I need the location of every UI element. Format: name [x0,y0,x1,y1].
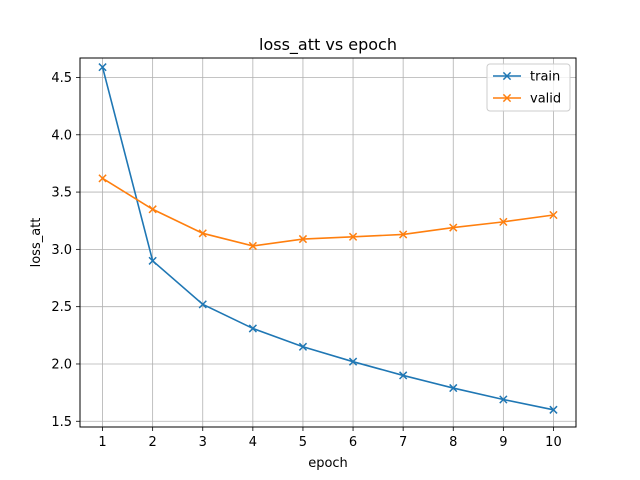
data-point-train [198,300,207,309]
ticks: 1 2 3 4 5 6 7 8 9 10 1.5 2.0 2.5 3.0 3.5 4.0 4.5 [51,71,561,450]
chart-title: loss_att vs epoch [259,35,397,55]
data-point-valid [198,229,207,238]
x-tick-label: 10 [545,435,562,450]
data-point-train [549,405,558,414]
plot-frame [79,57,577,428]
series-layer [98,63,558,414]
x-tick-label: 8 [449,435,457,450]
y-tick-label: 4.0 [51,128,72,143]
legend-marker-train [502,71,512,81]
x-tick-label: 9 [499,435,507,450]
grid [80,58,576,427]
series-line-valid [102,177,554,247]
legend-label-train: train [530,70,560,85]
data-point-valid [449,223,458,232]
y-tick-label: 4.5 [51,71,72,86]
data-point-train [148,256,157,265]
x-tick-label: 6 [349,435,357,450]
legend-label-valid: valid [530,92,561,107]
x-tick-label: 2 [149,435,157,450]
data-point-train [399,371,408,380]
x-tick-label: 1 [98,435,106,450]
y-tick-label: 2.0 [51,357,72,372]
data-point-valid [348,232,358,241]
data-point-valid [148,205,157,214]
y-tick-label: 3.5 [51,186,72,201]
data-point-train [298,342,308,351]
x-tick-label: 7 [399,435,407,450]
x-tick-label: 3 [199,435,207,450]
data-point-train [449,383,458,393]
y-tick-label: 1.5 [51,415,72,430]
data-point-valid [499,217,508,227]
x-tick-label: 4 [249,435,257,450]
x-axis-label: epoch [308,456,348,471]
legend-marker-valid [502,93,512,103]
data-point-train [499,395,508,404]
data-point-valid [298,234,308,244]
x-tick-label: 5 [299,435,307,450]
y-axis-label: loss_att [29,218,44,268]
data-point-train [98,63,107,72]
data-point-valid [549,210,558,220]
data-point-train [348,357,358,366]
y-tick-label: 3.0 [51,243,72,258]
data-point-train [248,324,257,333]
y-tick-label: 2.5 [51,300,72,315]
legend: train valid [486,63,571,112]
data-point-valid [399,230,408,239]
series-line-train [101,66,554,411]
data-point-valid [98,174,107,183]
data-point-valid [248,241,257,251]
